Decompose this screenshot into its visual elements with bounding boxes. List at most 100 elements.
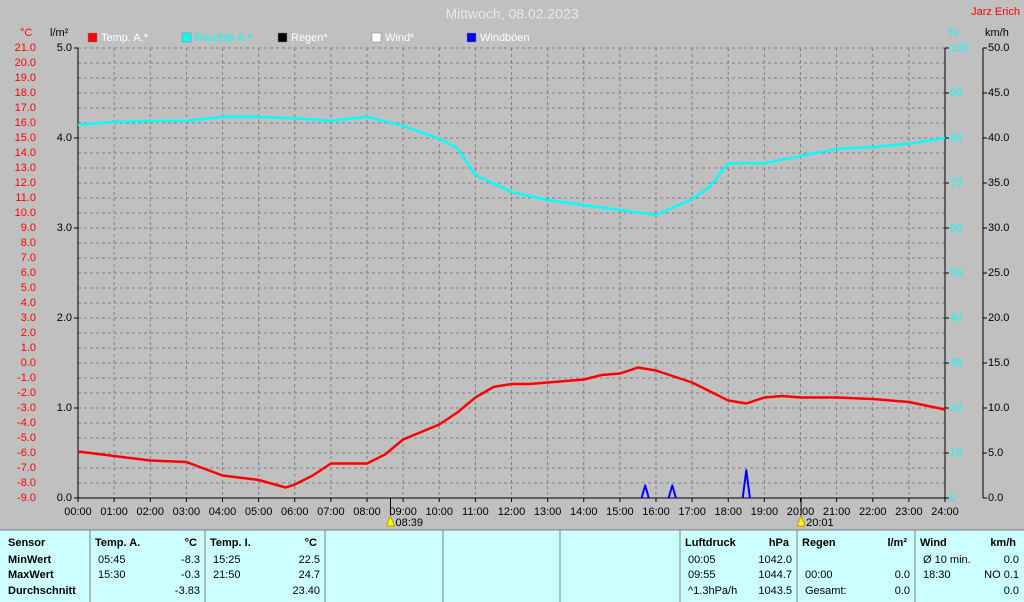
x-tick-label: 11:00	[462, 506, 489, 518]
row-label: Durchschnitt	[8, 585, 76, 597]
legend-label: Wind*	[385, 32, 415, 44]
cell-label: 15:25	[213, 554, 241, 566]
x-tick-label: 06:00	[281, 506, 309, 518]
series-line	[640, 469, 751, 499]
column-unit: km/h	[990, 537, 1016, 549]
x-tick-label: 00:00	[64, 506, 92, 518]
chart-title: Mittwoch, 08.02.2023	[445, 6, 578, 22]
y-tick-label: -3.0	[17, 402, 36, 414]
y-tick-label: 0.0	[21, 357, 36, 369]
y-tick-label: -1.0	[17, 372, 36, 384]
cell-label: 00:00	[805, 569, 833, 581]
author: Jarz Erich	[971, 6, 1020, 18]
row-label: MaxWert	[8, 569, 54, 581]
y-tick-label: -4.0	[17, 417, 36, 429]
y4-tick-label: 0.0	[988, 492, 1003, 504]
y-tick-label: -8.0	[17, 477, 36, 489]
sun-icon	[796, 514, 806, 527]
x-tick-label: 17:00	[678, 506, 706, 518]
y-tick-label: 10.0	[15, 207, 36, 219]
y-tick-label: 2.0	[21, 327, 36, 339]
x-tick-label: 23:00	[895, 506, 923, 518]
cell-value: 1042.0	[758, 554, 792, 566]
y-tick-label: 8.0	[21, 237, 36, 249]
cell-value: 24.7	[299, 569, 320, 581]
x-tick-label: 01:00	[100, 506, 128, 518]
legend-label: Feuchte A.*	[195, 32, 253, 44]
x-tick-label: 15:00	[606, 506, 634, 518]
cell-value: 0.0	[1004, 554, 1019, 566]
y4-tick-label: 20.0	[988, 312, 1009, 324]
y2-axis-unit: l/m²	[50, 27, 69, 39]
y3-tick-label: 10	[950, 447, 962, 459]
row-label: MinWert	[8, 554, 52, 566]
cell-label: 15:30	[98, 569, 126, 581]
cell-value: 22.5	[299, 554, 320, 566]
y4-tick-label: 40.0	[988, 132, 1009, 144]
x-tick-label: 22:00	[859, 506, 887, 518]
column-unit: °C	[185, 537, 197, 549]
legend-label: Temp. A.*	[101, 32, 149, 44]
y-tick-label: 5.0	[21, 282, 36, 294]
y3-tick-label: 20	[950, 402, 962, 414]
y-tick-label: -6.0	[17, 447, 36, 459]
y-tick-label: 19.0	[15, 72, 36, 84]
x-tick-label: 04:00	[209, 506, 237, 518]
y4-tick-label: 25.0	[988, 267, 1009, 279]
y2-tick-label: 1.0	[57, 402, 72, 414]
y3-tick-label: 100	[950, 42, 968, 54]
y-tick-label: -5.0	[17, 432, 36, 444]
y-tick-label: 12.0	[15, 177, 36, 189]
y2-tick-label: 0.0	[57, 492, 72, 504]
column-unit: l/m²	[887, 537, 907, 549]
y3-tick-label: 0	[950, 492, 956, 504]
x-tick-label: 21:00	[823, 506, 851, 518]
y-tick-label: -2.0	[17, 387, 36, 399]
y4-tick-label: 5.0	[988, 447, 1003, 459]
sun-time: 20:01	[806, 517, 834, 529]
y-tick-label: 1.0	[21, 342, 36, 354]
y4-tick-label: 35.0	[988, 177, 1009, 189]
series-line	[77, 366, 946, 489]
y-tick-label: 14.0	[15, 147, 36, 159]
y-tick-label: -9.0	[17, 492, 36, 504]
legend-swatch	[371, 32, 382, 43]
row-label: Sensor	[8, 537, 46, 549]
cell-value: 0.0	[1004, 585, 1019, 597]
cell-value: 23.40	[292, 585, 320, 597]
y2-tick-label: 2.0	[57, 312, 72, 324]
legend-swatch	[87, 32, 98, 43]
y3-tick-label: 80	[950, 132, 962, 144]
legend-label: Windböen	[480, 32, 530, 44]
y-axis-unit: °C	[20, 27, 32, 39]
cell-value: 0.0	[895, 585, 910, 597]
cell-value: NO 0.1	[984, 569, 1019, 581]
cell-label: ^1.3hPa/h	[688, 585, 737, 597]
x-tick-label: 14:00	[570, 506, 598, 518]
cell-label: 18:30	[923, 569, 951, 581]
y3-tick-label: 30	[950, 357, 962, 369]
column-header: Regen	[802, 537, 836, 549]
cell-label: 09:55	[688, 569, 716, 581]
x-tick-label: 13:00	[534, 506, 562, 518]
x-tick-label: 02:00	[136, 506, 164, 518]
cell-value: 1043.5	[758, 585, 792, 597]
y-tick-label: 13.0	[15, 162, 36, 174]
x-tick-label: 19:00	[751, 506, 779, 518]
column-header: Temp. A.	[95, 537, 140, 549]
y4-axis-unit: km/h	[985, 27, 1009, 39]
y2-tick-label: 5.0	[57, 42, 72, 54]
y-tick-label: 18.0	[15, 87, 36, 99]
y3-tick-label: 40	[950, 312, 962, 324]
y-tick-label: 11.0	[15, 192, 36, 204]
y4-tick-label: 45.0	[988, 87, 1009, 99]
sun-icon	[385, 514, 396, 527]
column-unit: °C	[305, 537, 317, 549]
cell-label: Gesamt:	[805, 585, 847, 597]
y-tick-label: 16.0	[15, 117, 36, 129]
cell-label: 05:45	[98, 554, 126, 566]
cell-value: 0.0	[895, 569, 910, 581]
x-tick-label: 08:00	[353, 506, 381, 518]
y4-tick-label: 30.0	[988, 222, 1009, 234]
